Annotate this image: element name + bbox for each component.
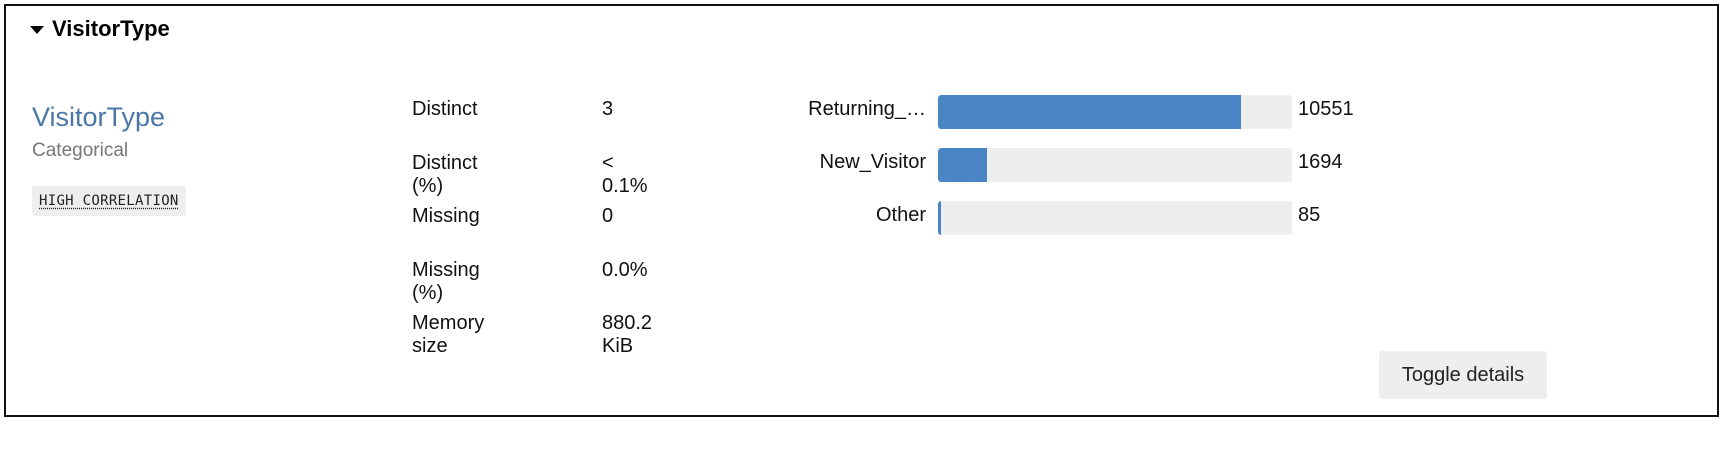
section-header[interactable]: VisitorType	[30, 16, 170, 42]
freq-bar	[938, 201, 941, 235]
stat-value: 3	[602, 98, 614, 120]
variable-panel: VisitorType VisitorType Categorical HIGH…	[4, 4, 1719, 417]
stat-value: 0.0%	[602, 258, 648, 281]
freq-label: Returning_…	[808, 98, 926, 120]
freq-bar-track	[938, 148, 1292, 182]
stat-label: Distinct (%)	[412, 151, 478, 197]
freq-bar-track	[938, 95, 1292, 129]
freq-bar-track	[938, 201, 1292, 235]
stat-value: 0	[602, 205, 614, 227]
freq-count: 1694	[1298, 151, 1343, 173]
stat-value: < 0.1%	[602, 151, 648, 197]
stat-value: 880.2 KiB	[602, 312, 653, 357]
stat-label: Distinct	[412, 98, 478, 120]
variable-type: Categorical	[32, 140, 129, 161]
high-correlation-badge[interactable]: HIGH CORRELATION	[32, 186, 186, 216]
stat-label: Memory size	[412, 312, 485, 357]
freq-label: Other	[875, 204, 926, 226]
freq-bar	[938, 148, 987, 182]
freq-bar	[938, 95, 1241, 129]
freq-count: 85	[1298, 204, 1321, 226]
stat-label: Missing	[412, 205, 480, 227]
stat-label: Missing (%)	[412, 258, 480, 304]
variable-name: VisitorType	[32, 102, 166, 132]
caret-down-icon[interactable]	[30, 26, 44, 34]
freq-count: 10551	[1298, 98, 1354, 120]
toggle-details-button[interactable]: Toggle details	[1379, 351, 1547, 399]
freq-label: New_Visitor	[819, 151, 926, 173]
section-title: VisitorType	[52, 16, 170, 41]
